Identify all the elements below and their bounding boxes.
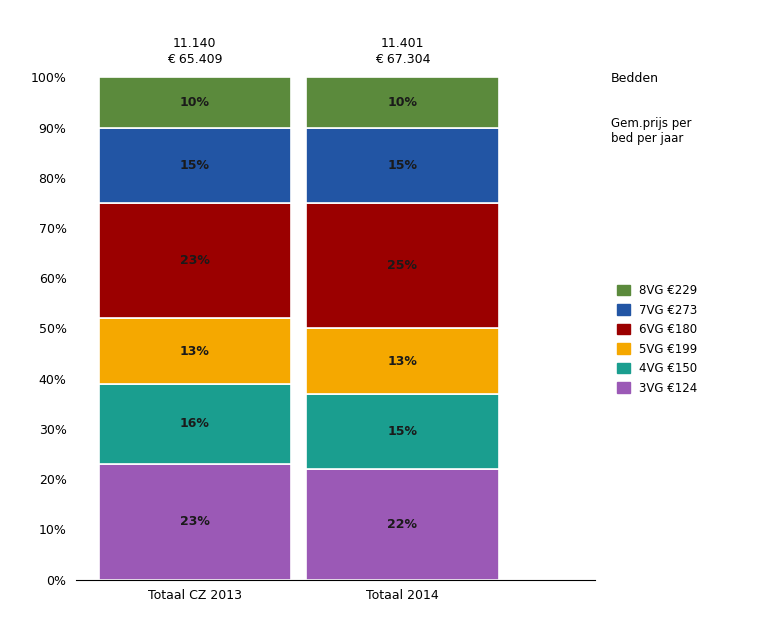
Text: 11.401: 11.401 <box>381 37 424 50</box>
Text: 13%: 13% <box>388 355 417 368</box>
Legend: 8VG €229, 7VG €273, 6VG €180, 5VG €199, 4VG €150, 3VG €124: 8VG €229, 7VG €273, 6VG €180, 5VG €199, … <box>617 284 697 395</box>
Text: 25%: 25% <box>388 259 417 272</box>
Text: 23%: 23% <box>180 254 210 267</box>
Text: 15%: 15% <box>388 158 417 172</box>
Text: 15%: 15% <box>180 158 210 172</box>
Bar <box>98 128 291 203</box>
Bar <box>306 469 499 580</box>
Bar <box>98 203 291 318</box>
Text: 13%: 13% <box>180 345 210 357</box>
Text: Bedden: Bedden <box>610 72 658 85</box>
Bar <box>306 128 499 203</box>
Bar <box>98 384 291 464</box>
Text: 10%: 10% <box>180 96 210 109</box>
Text: Gem.prijs per
bed per jaar: Gem.prijs per bed per jaar <box>610 117 691 146</box>
Bar <box>306 77 499 128</box>
Text: 10%: 10% <box>388 96 417 109</box>
Text: 16%: 16% <box>180 417 210 430</box>
Bar <box>98 464 291 580</box>
Bar <box>306 328 499 393</box>
Text: 15%: 15% <box>388 425 417 438</box>
Text: 22%: 22% <box>388 518 417 531</box>
Text: € 65.409: € 65.409 <box>167 53 223 66</box>
Text: € 67.304: € 67.304 <box>375 53 430 66</box>
Bar <box>306 203 499 328</box>
Bar <box>306 393 499 469</box>
Text: 11.140: 11.140 <box>173 37 217 50</box>
Bar <box>98 77 291 128</box>
Text: 23%: 23% <box>180 515 210 528</box>
Bar <box>98 318 291 384</box>
